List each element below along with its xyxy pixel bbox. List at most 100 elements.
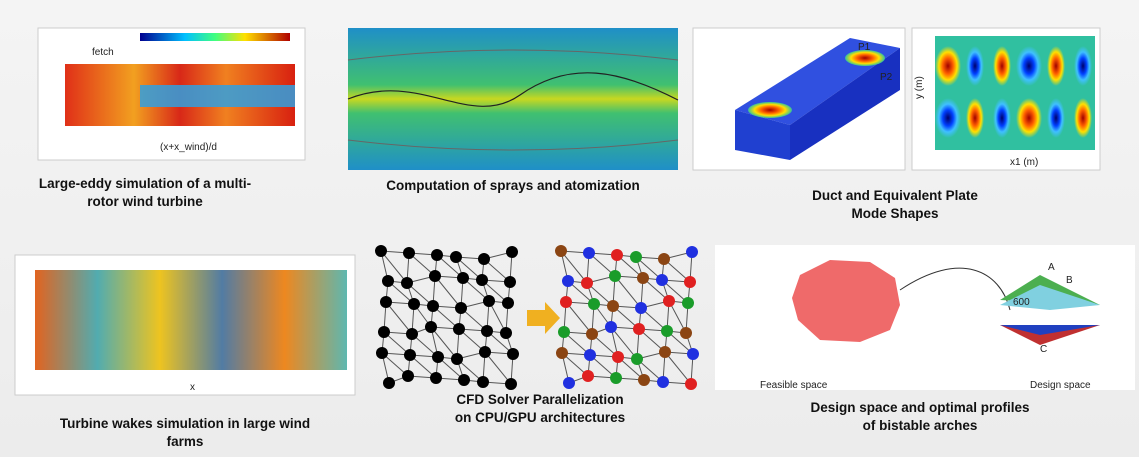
node (453, 323, 465, 335)
caption: rotor wind turbine (87, 194, 203, 209)
node (506, 246, 518, 258)
node (504, 276, 516, 288)
node (582, 370, 594, 382)
node (556, 347, 568, 359)
node (427, 300, 439, 312)
node (609, 270, 621, 282)
caption: farms (167, 434, 204, 449)
node (605, 321, 617, 333)
label: C (1040, 344, 1047, 355)
node (631, 353, 643, 365)
mode-lobe (1047, 46, 1065, 86)
node (502, 297, 514, 309)
node (431, 249, 443, 261)
node (682, 297, 694, 309)
label: P2 (880, 72, 893, 83)
node (450, 251, 462, 263)
mode-lobe (1047, 98, 1065, 138)
node (457, 272, 469, 284)
mode-lobe (1074, 46, 1092, 86)
node (661, 325, 673, 337)
node (378, 326, 390, 338)
node (635, 302, 647, 314)
node (375, 245, 387, 257)
mode-lobe (1016, 46, 1042, 86)
label: Feasible space (760, 380, 828, 391)
node (686, 246, 698, 258)
node (425, 321, 437, 333)
node (584, 349, 596, 361)
node (657, 376, 669, 388)
label: x1 (m) (1010, 157, 1038, 168)
node (659, 346, 671, 358)
node (607, 300, 619, 312)
caption: Design space and optimal profiles (810, 400, 1029, 415)
wake-figure: x (15, 255, 355, 395)
spray-figure (348, 28, 678, 170)
caption: of bistable arches (863, 418, 978, 433)
node (383, 377, 395, 389)
node (581, 277, 593, 289)
node (380, 296, 392, 308)
mode-lobe (966, 98, 984, 138)
node (586, 328, 598, 340)
node (684, 276, 696, 288)
node (401, 277, 413, 289)
label: y (m) (914, 76, 925, 99)
node (406, 328, 418, 340)
node (477, 376, 489, 388)
label: (x+x_wind)/d (160, 142, 217, 153)
node (479, 346, 491, 358)
design-figure: A B C 600 Feasible space Design space (715, 245, 1135, 391)
mode-lobe (935, 46, 961, 86)
node (458, 374, 470, 386)
node (560, 296, 572, 308)
mode-lobe (993, 98, 1011, 138)
node (402, 370, 414, 382)
node (610, 372, 622, 384)
node (432, 351, 444, 363)
caption: on CPU/GPU architectures (455, 410, 625, 425)
node (663, 295, 675, 307)
node (481, 325, 493, 337)
node (633, 323, 645, 335)
node (455, 302, 467, 314)
duct-figure: P1 P2 x1 (m) y (m) (693, 28, 1100, 170)
node (382, 275, 394, 287)
caption: Mode Shapes (851, 206, 938, 221)
mode-lobe (993, 46, 1011, 86)
node (562, 275, 574, 287)
label: P1 (858, 42, 871, 53)
node (680, 327, 692, 339)
node (685, 378, 697, 390)
node (612, 351, 624, 363)
caption: Computation of sprays and atomization (386, 178, 640, 193)
node (476, 274, 488, 286)
label: B (1066, 275, 1073, 286)
node (376, 347, 388, 359)
mode-lobe (935, 98, 961, 138)
node (507, 348, 519, 360)
node (403, 247, 415, 259)
node (408, 298, 420, 310)
node (555, 245, 567, 257)
label: A (1048, 262, 1055, 273)
node (588, 298, 600, 310)
node (558, 326, 570, 338)
mode-lobe (1016, 98, 1042, 138)
caption: Large-eddy simulation of a multi- (39, 176, 251, 191)
label: x (190, 382, 195, 393)
node (687, 348, 699, 360)
node (611, 249, 623, 261)
node (630, 251, 642, 263)
node (563, 377, 575, 389)
label: 600 (1013, 297, 1030, 308)
node (483, 295, 495, 307)
les-figure: fetch (x+x_wind)/d (38, 28, 305, 160)
node (451, 353, 463, 365)
node (430, 372, 442, 384)
mode-lobe (1074, 98, 1092, 138)
node (505, 378, 517, 390)
node (656, 274, 668, 286)
node (658, 253, 670, 265)
